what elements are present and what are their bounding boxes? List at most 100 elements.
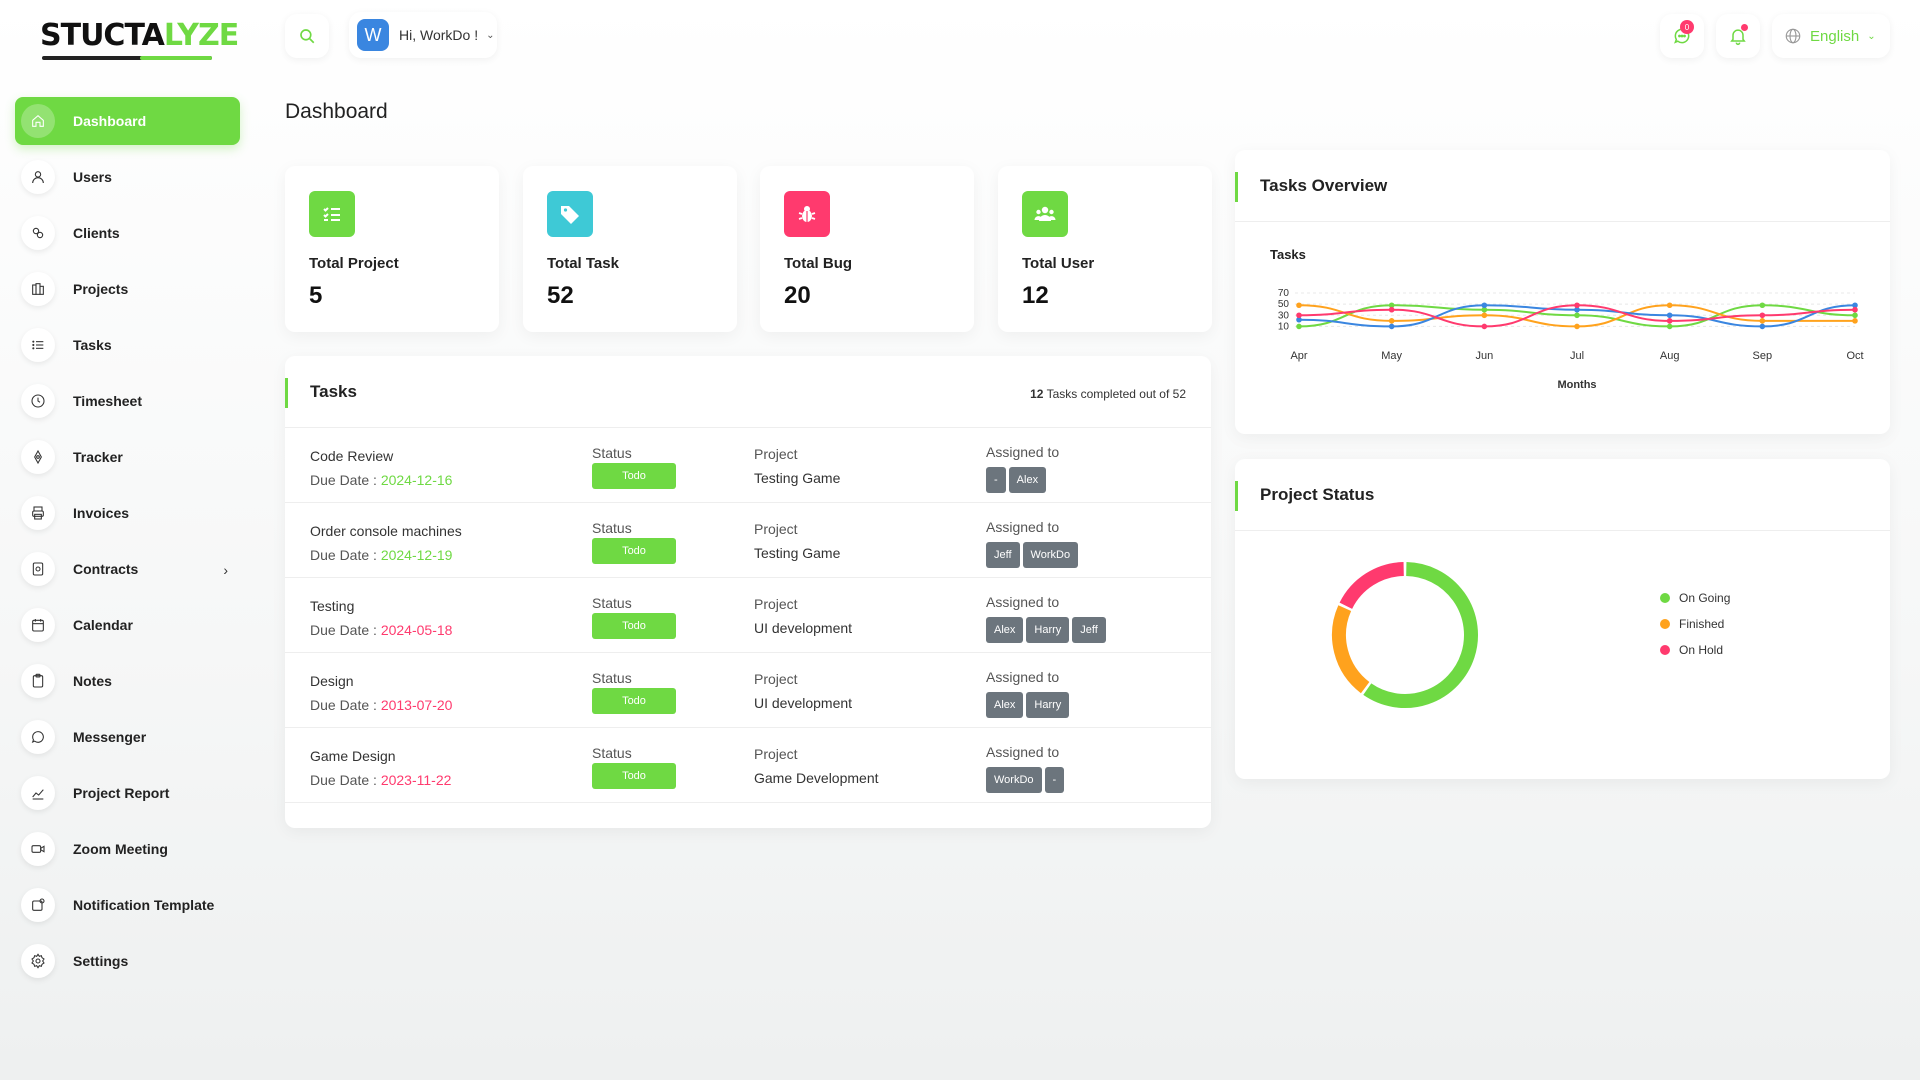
sidebar-item-timesheet[interactable]: Timesheet: [15, 377, 240, 425]
task-name[interactable]: Order console machines: [310, 523, 462, 539]
sidebar-item-label: Invoices: [73, 505, 130, 521]
message-icon: [1674, 28, 1690, 44]
due-date-value: 2024-12-16: [380, 472, 453, 488]
sidebar-item-label: Users: [73, 169, 112, 185]
project-status-title: Project Status: [1260, 485, 1375, 504]
task-name[interactable]: Game Design: [310, 748, 396, 764]
sidebar-item-calendar[interactable]: Calendar: [15, 601, 240, 649]
messages-button[interactable]: 0: [1660, 14, 1704, 58]
logo-underline-accent: [140, 56, 212, 60]
assignee-chip: Jeff: [986, 542, 1020, 568]
series-point: [1759, 312, 1766, 319]
logo-underline: [42, 56, 212, 60]
sidebar-item-settings[interactable]: Settings: [15, 937, 240, 985]
x-tick-label: Jul: [1570, 350, 1584, 362]
series-point: [1852, 312, 1858, 319]
task-row[interactable]: Code Review Due Date : 2024-12-16 Status To…: [285, 428, 1211, 503]
user-menu-button[interactable]: W Hi, WorkDo ! ⌄: [349, 12, 497, 58]
project-status-donut: [1332, 562, 1478, 708]
overview-header: Tasks Overview: [1235, 150, 1890, 222]
legend-item[interactable]: Finished: [1660, 617, 1730, 631]
task-name[interactable]: Design: [310, 673, 354, 689]
legend-label: On Hold: [1679, 643, 1724, 657]
projects-icon: [21, 272, 55, 306]
language-selector[interactable]: English ⌄: [1772, 14, 1890, 58]
due-date-value: 2013-07-20: [380, 697, 453, 713]
notifications-button[interactable]: [1716, 14, 1760, 58]
assignee-list: Alex Harry Jeff: [986, 617, 1106, 643]
contract-icon: [21, 552, 55, 586]
sidebar-item-label: Notes: [73, 673, 112, 689]
tasks-summary: 12 Tasks completed out of 52: [1030, 387, 1186, 401]
sidebar-item-label: Messenger: [73, 729, 147, 745]
task-row[interactable]: Game Design Due Date : 2023-11-22 Status To…: [285, 728, 1211, 803]
checklist-icon: [309, 191, 355, 237]
assignee-chip: Harry: [1026, 617, 1070, 643]
bug-icon: [784, 191, 830, 237]
donut-slice[interactable]: [1339, 562, 1405, 610]
task-row[interactable]: Order console machines Due Date : 2024-12…: [285, 503, 1211, 578]
task-due-date: Due Date : 2024-12-16: [310, 472, 452, 488]
donut-slice[interactable]: [1332, 605, 1370, 694]
series-point: [1759, 318, 1766, 324]
completed-count: 12: [1030, 387, 1044, 401]
app-logo[interactable]: STUCTALYZE: [40, 18, 239, 60]
legend-item[interactable]: On Going: [1660, 591, 1730, 605]
sidebar-item-clients[interactable]: Clients: [15, 209, 240, 257]
chart-legend: On Going Finished On Hold: [1660, 591, 1730, 669]
top-bar: W Hi, WorkDo ! ⌄ 0 English ⌄: [285, 12, 1890, 58]
sidebar-item-zoom-meeting[interactable]: Zoom Meeting: [15, 825, 240, 873]
search-icon: [300, 29, 315, 44]
sidebar-item-invoices[interactable]: Invoices: [15, 489, 240, 537]
series-point: [1574, 306, 1580, 313]
summary-text: Tasks completed out of 52: [1046, 387, 1186, 401]
sidebar-item-tracker[interactable]: Tracker: [15, 433, 240, 481]
search-button[interactable]: [285, 14, 329, 58]
due-prefix: Due Date :: [310, 472, 381, 488]
header-accent-bar: [1235, 481, 1238, 511]
legend-item[interactable]: On Hold: [1660, 643, 1730, 657]
top-right-actions: 0 English ⌄: [1660, 14, 1890, 58]
stat-value: 12: [1022, 282, 1049, 309]
assignee-list: Jeff WorkDo: [986, 542, 1079, 568]
stat-card-total-bug: Total Bug 20: [760, 166, 974, 332]
stat-value: 20: [784, 282, 811, 309]
series-point: [1574, 312, 1580, 319]
assignee-chip: -: [1044, 767, 1065, 793]
tasks-overview-card: Tasks Overview Tasks 10 30 50 70 Apr May Jun Ju…: [1235, 150, 1890, 434]
project-label: Project: [754, 746, 798, 762]
sidebar-item-dashboard[interactable]: Dashboard: [15, 97, 240, 145]
tasks-card-header: Tasks 12 Tasks completed out of 52: [285, 356, 1211, 428]
series-point: [1666, 318, 1673, 324]
logo-text-accent: LYZE: [163, 18, 239, 53]
sidebar-item-messenger[interactable]: Messenger: [15, 713, 240, 761]
sidebar-item-contracts[interactable]: Contracts ›: [15, 545, 240, 593]
user-icon: [21, 160, 55, 194]
sidebar-item-notes[interactable]: Notes: [15, 657, 240, 705]
task-name[interactable]: Testing: [310, 598, 355, 614]
status-badge: Todo: [592, 463, 676, 489]
sidebar-item-users[interactable]: Users: [15, 153, 240, 201]
x-axis-label: Months: [1557, 379, 1596, 391]
sidebar-item-project-report[interactable]: Project Report: [15, 769, 240, 817]
chevron-down-icon: ⌄: [486, 29, 495, 41]
donut-slice[interactable]: [1363, 562, 1478, 708]
sidebar-item-tasks[interactable]: Tasks: [15, 321, 240, 369]
legend-label: Finished: [1679, 617, 1725, 631]
logo-text-main: STUCTA: [40, 18, 165, 53]
assignee-list: Alex Harry: [986, 692, 1070, 718]
report-icon: [21, 776, 55, 810]
task-name[interactable]: Code Review: [310, 448, 394, 464]
task-row[interactable]: Design Due Date : 2013-07-20 Status Todo Pro…: [285, 653, 1211, 728]
tasks-card: Tasks 12 Tasks completed out of 52 Code …: [285, 356, 1211, 828]
gear-icon: [21, 944, 55, 978]
series-point: [1296, 312, 1302, 319]
sidebar-item-notification-template[interactable]: Notification Template: [15, 881, 240, 929]
sidebar-item-projects[interactable]: Projects: [15, 265, 240, 313]
sidebar-nav: Dashboard Users Clients Projects Tasks Timesh…: [15, 97, 240, 993]
assignee-chip: Jeff: [1072, 617, 1106, 643]
task-row[interactable]: Testing Due Date : 2024-05-18 Status Todo Pr…: [285, 578, 1211, 653]
message-icon: [21, 720, 55, 754]
header-accent-bar: [285, 378, 288, 408]
project-label: Project: [754, 596, 798, 612]
